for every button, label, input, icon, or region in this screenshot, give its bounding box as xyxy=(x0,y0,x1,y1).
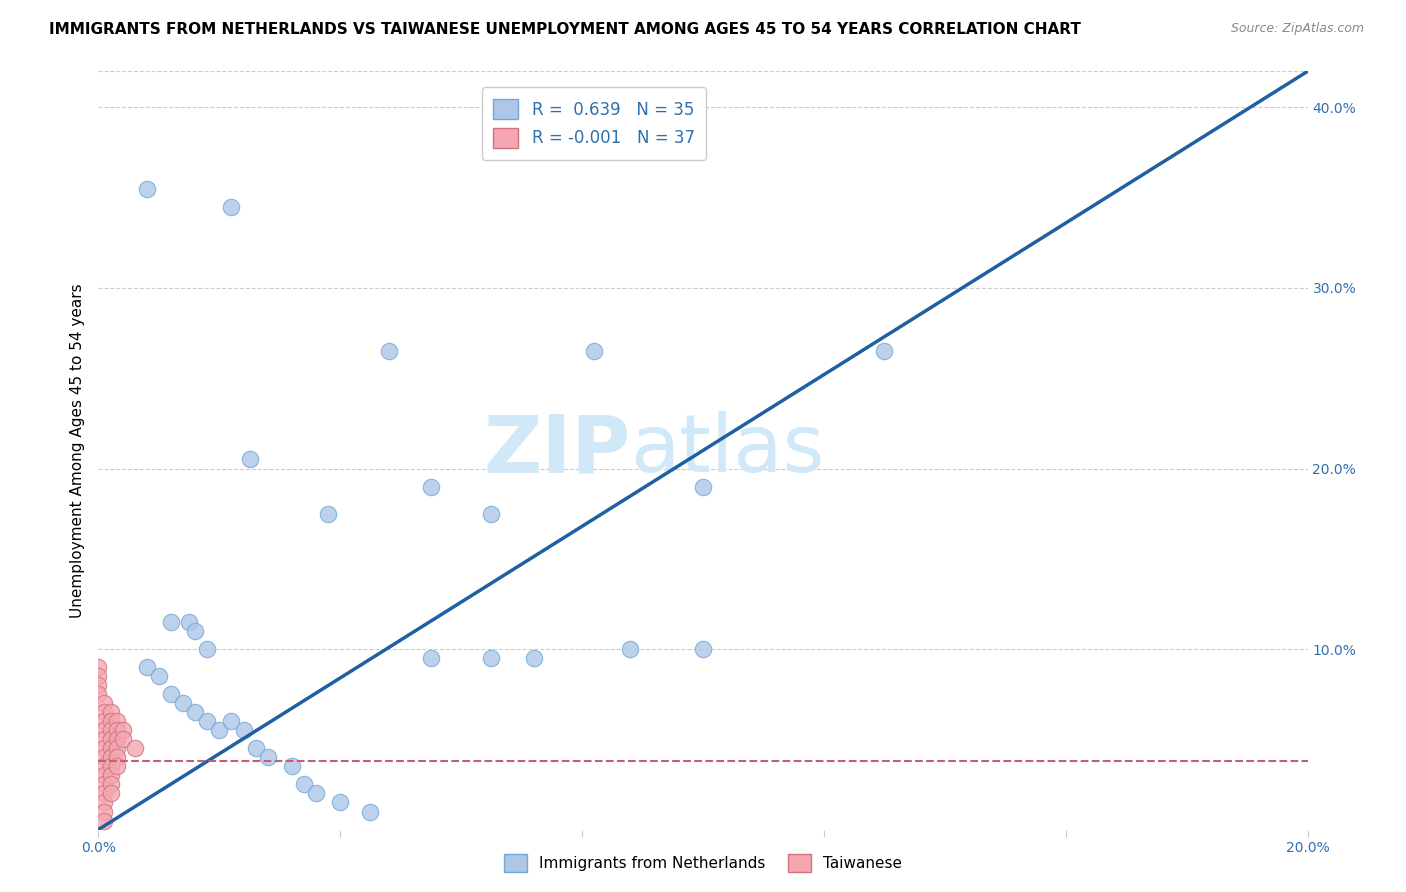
Point xyxy=(160,615,183,629)
Point xyxy=(111,723,134,738)
Point xyxy=(93,714,115,729)
Point xyxy=(100,787,122,801)
Point xyxy=(148,669,170,683)
Point xyxy=(93,732,115,747)
Text: Source: ZipAtlas.com: Source: ZipAtlas.com xyxy=(1230,22,1364,36)
Point xyxy=(100,768,122,782)
Point xyxy=(221,200,243,214)
Point xyxy=(232,723,254,738)
Point xyxy=(245,741,267,756)
Text: IMMIGRANTS FROM NETHERLANDS VS TAIWANESE UNEMPLOYMENT AMONG AGES 45 TO 54 YEARS : IMMIGRANTS FROM NETHERLANDS VS TAIWANESE… xyxy=(49,22,1081,37)
Point xyxy=(100,714,122,729)
Point xyxy=(377,344,399,359)
Text: ZIP: ZIP xyxy=(484,411,630,490)
Point xyxy=(316,507,339,521)
Point xyxy=(105,750,128,764)
Point xyxy=(256,750,278,764)
Point xyxy=(292,777,315,791)
Point xyxy=(93,777,115,791)
Point xyxy=(195,714,218,729)
Point xyxy=(135,660,157,674)
Point xyxy=(100,723,122,738)
Point xyxy=(305,787,328,801)
Point xyxy=(221,714,243,729)
Point xyxy=(105,741,128,756)
Point xyxy=(87,687,110,701)
Point xyxy=(100,750,122,764)
Point xyxy=(208,723,231,738)
Point xyxy=(93,750,115,764)
Point xyxy=(420,479,443,493)
Point xyxy=(172,696,194,710)
Point xyxy=(360,805,382,819)
Point xyxy=(93,696,115,710)
Point xyxy=(481,651,503,665)
Point xyxy=(619,642,641,657)
Point xyxy=(93,814,115,828)
Point xyxy=(105,759,128,773)
Point xyxy=(87,678,110,692)
Point xyxy=(135,182,157,196)
Point xyxy=(184,705,207,719)
Point xyxy=(692,642,714,657)
Point xyxy=(239,452,262,467)
Point xyxy=(100,732,122,747)
Point xyxy=(105,723,128,738)
Point xyxy=(179,615,201,629)
Point xyxy=(100,741,122,756)
Point xyxy=(100,777,122,791)
Point xyxy=(93,768,115,782)
Point xyxy=(87,669,110,683)
Point xyxy=(100,705,122,719)
Point xyxy=(93,759,115,773)
Point xyxy=(583,344,606,359)
Point xyxy=(105,714,128,729)
Point xyxy=(87,660,110,674)
Point xyxy=(93,705,115,719)
Point xyxy=(93,787,115,801)
Legend: Immigrants from Netherlands, Taiwanese: Immigrants from Netherlands, Taiwanese xyxy=(496,846,910,880)
Point xyxy=(111,732,134,747)
Point xyxy=(873,344,896,359)
Point xyxy=(523,651,546,665)
Y-axis label: Unemployment Among Ages 45 to 54 years: Unemployment Among Ages 45 to 54 years xyxy=(69,283,84,618)
Point xyxy=(160,687,183,701)
Point xyxy=(195,642,218,657)
Point xyxy=(481,507,503,521)
Point xyxy=(281,759,304,773)
Legend: R =  0.639   N = 35, R = -0.001   N = 37: R = 0.639 N = 35, R = -0.001 N = 37 xyxy=(482,87,706,160)
Point xyxy=(329,796,352,810)
Point xyxy=(93,805,115,819)
Point xyxy=(100,759,122,773)
Point xyxy=(93,741,115,756)
Point xyxy=(93,723,115,738)
Text: atlas: atlas xyxy=(630,411,825,490)
Point xyxy=(184,624,207,638)
Point xyxy=(105,732,128,747)
Point xyxy=(692,479,714,493)
Point xyxy=(124,741,146,756)
Point xyxy=(420,651,443,665)
Point xyxy=(93,796,115,810)
